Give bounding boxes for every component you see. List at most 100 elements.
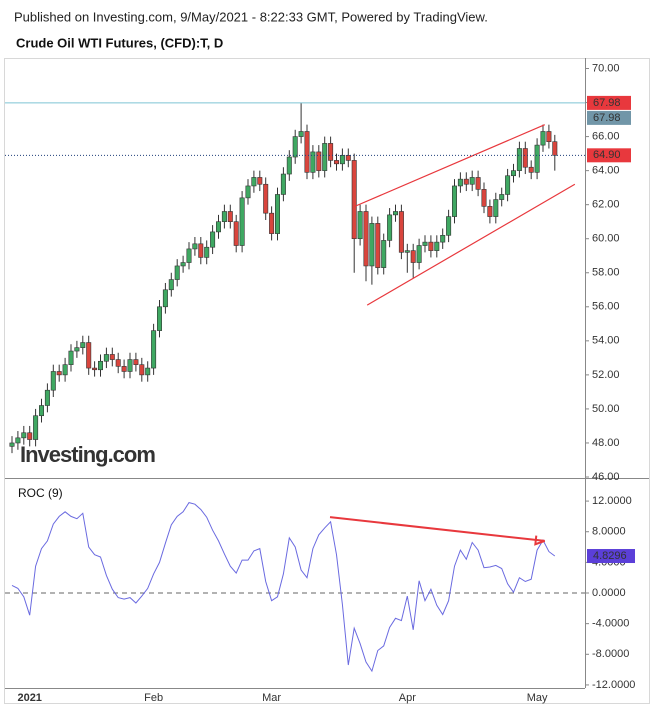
- candle-body: [387, 214, 393, 241]
- value-tag-label: 4.8296: [593, 550, 627, 562]
- candle-body: [546, 131, 552, 142]
- y-tick-label: 62.00: [592, 199, 620, 211]
- x-tick-label: 2021: [17, 692, 41, 704]
- candle-body: [15, 437, 21, 444]
- y-tick-label: 70.00: [592, 62, 620, 74]
- candle-body: [298, 131, 304, 137]
- trendline: [354, 124, 546, 207]
- candle-body: [139, 364, 145, 376]
- x-tick-label: May: [527, 692, 548, 704]
- candle-body: [428, 241, 434, 251]
- price-tag: [587, 110, 631, 125]
- candle-body: [174, 265, 180, 280]
- candle-body: [68, 350, 74, 365]
- y-tick-label: 48.00: [592, 437, 620, 449]
- y-tick-label: 46.00: [592, 471, 620, 483]
- candle-body: [50, 371, 56, 391]
- value-tag: [587, 549, 635, 564]
- candle-body: [239, 197, 245, 246]
- candle-body: [280, 173, 286, 195]
- candle-body: [168, 279, 174, 291]
- candle-body: [186, 248, 192, 263]
- frame: [4, 58, 650, 704]
- candle-body: [121, 366, 127, 372]
- candle-body: [328, 143, 334, 161]
- y-tick-label: -12.0000: [592, 679, 635, 691]
- candle-body: [115, 359, 121, 367]
- candle-body: [392, 211, 398, 216]
- price-tag: [587, 95, 631, 110]
- candle-body: [9, 442, 15, 447]
- y-tick-label: 66.00: [592, 130, 620, 142]
- price-tag-label: 67.98: [593, 112, 621, 124]
- price-panel: 46.00 48.00 50.00 52.00 54.00 56.00 58.00 60.00…: [5, 62, 631, 483]
- candle-body: [345, 155, 351, 161]
- candle-body: [434, 241, 440, 251]
- y-tick-label: 12.0000: [592, 495, 632, 507]
- y-tick-label: 50.00: [592, 403, 620, 415]
- candle-body: [339, 155, 345, 165]
- candle-body: [221, 211, 227, 222]
- candle-body: [157, 306, 163, 331]
- candle-body: [263, 183, 269, 214]
- x-tick-label: Apr: [399, 692, 416, 704]
- candle-body: [552, 141, 558, 156]
- candle-body: [475, 177, 481, 190]
- candle-body: [528, 166, 534, 173]
- candle-body: [151, 330, 157, 369]
- candle-body: [145, 367, 151, 376]
- y-tick-label: 54.00: [592, 335, 620, 347]
- candle-body: [233, 221, 239, 246]
- candle-body: [398, 211, 404, 253]
- candle-body: [204, 246, 210, 258]
- candle-body: [469, 177, 475, 185]
- candle-body: [192, 243, 198, 250]
- y-tick-label: -8.0000: [592, 648, 629, 660]
- candle-body: [457, 178, 463, 187]
- candle-body: [357, 211, 363, 240]
- candle-body: [251, 177, 257, 187]
- y-tick-label: 8.0000: [592, 526, 626, 538]
- candle-body: [56, 371, 62, 376]
- candle-body: [21, 432, 27, 439]
- candle-body: [463, 178, 469, 185]
- candle-body: [375, 223, 381, 268]
- candle-body: [245, 185, 251, 199]
- candle-body: [286, 156, 292, 175]
- candle-body: [304, 131, 310, 173]
- candle-body: [86, 342, 92, 369]
- candle-body: [369, 223, 375, 267]
- candle-body: [27, 432, 33, 440]
- candle-body: [92, 367, 98, 371]
- price-tag-label: 67.98: [593, 97, 621, 109]
- x-tick-label: Mar: [262, 692, 281, 704]
- candle-body: [180, 262, 186, 267]
- candle-body: [410, 250, 416, 263]
- candle-body: [316, 151, 322, 171]
- candle-body: [62, 364, 68, 376]
- divergence-arrow: [329, 516, 545, 542]
- candle-body: [381, 240, 387, 268]
- y-tick-label: 56.00: [592, 301, 620, 313]
- x-tick-label: Feb: [144, 692, 163, 704]
- candle-body: [522, 148, 528, 168]
- candle-body: [510, 170, 516, 177]
- candle-body: [333, 160, 339, 165]
- candle-body: [127, 359, 133, 372]
- candle-body: [274, 194, 280, 234]
- candle-body: [540, 131, 546, 146]
- candle-body: [363, 211, 369, 267]
- y-tick-label: 0.0000: [592, 587, 626, 599]
- candle-body: [257, 177, 263, 185]
- candle-body: [33, 415, 39, 440]
- candle-body: [351, 160, 357, 240]
- candle-body: [516, 148, 522, 171]
- candle-body: [210, 231, 216, 248]
- candle-body: [322, 143, 328, 171]
- candle-body: [481, 189, 487, 207]
- candle-body: [98, 360, 104, 371]
- candle-body: [446, 216, 452, 236]
- candle-body: [422, 241, 428, 246]
- candle-body: [103, 354, 109, 362]
